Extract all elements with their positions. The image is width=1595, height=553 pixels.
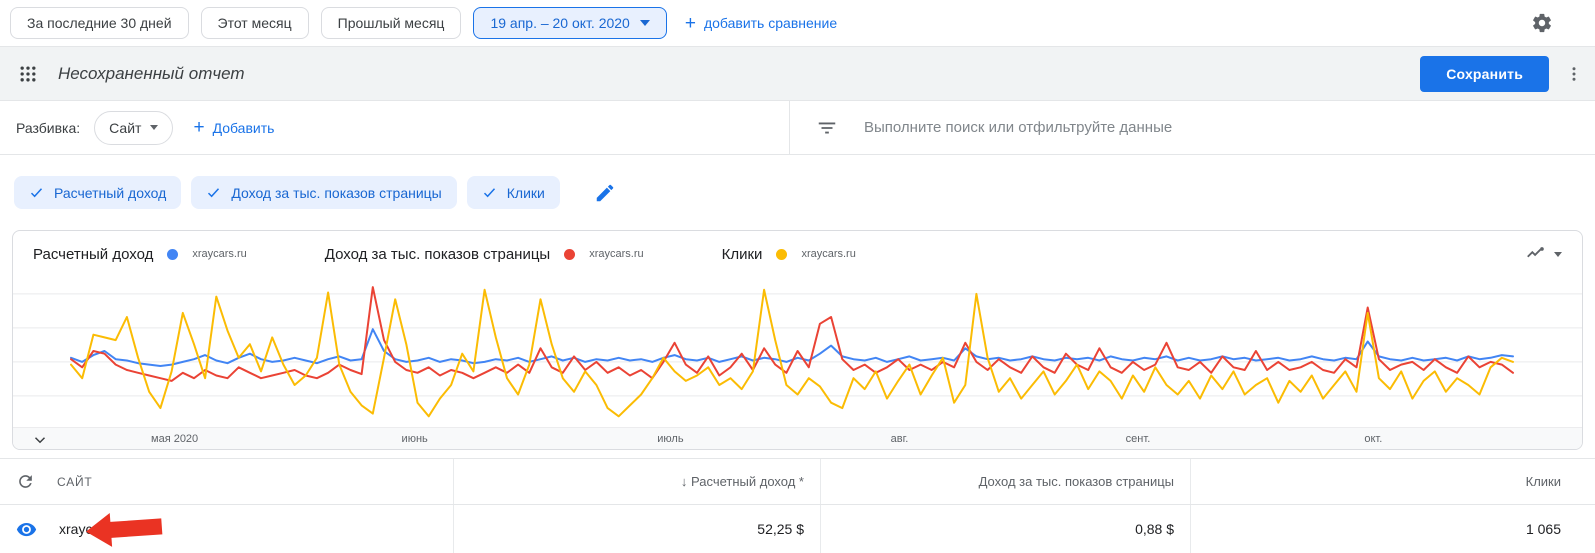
legend-metric-label: Доход за тыс. показов страницы: [324, 245, 551, 263]
breakdown-label: Разбивка:: [16, 119, 81, 136]
header-clicks-column[interactable]: Клики: [1190, 459, 1595, 504]
chip-estimated-revenue[interactable]: Расчетный доход: [14, 176, 182, 209]
table-header-row: САЙТ ↓ Расчетный доход * Доход за тыс. п…: [0, 459, 1595, 505]
legend-estimated-revenue: Расчетный доход xraycars.ru: [33, 246, 247, 263]
legend-dot-blue: [167, 248, 179, 260]
breakdown-selector[interactable]: Сайт: [94, 110, 174, 145]
search-filter-input[interactable]: [862, 118, 1502, 137]
plus-icon: +: [193, 117, 205, 138]
date-range-value: 19 апр. – 20 окт. 2020: [490, 15, 630, 31]
chart-type-selector[interactable]: [1525, 243, 1562, 265]
controls-row: Разбивка: Сайт + Добавить: [0, 101, 1595, 155]
chip-revenue-per-thousand[interactable]: Доход за тыс. показов страницы: [191, 176, 457, 209]
add-breakdown-link[interactable]: + Добавить: [193, 118, 274, 137]
filter-icon: [816, 117, 838, 139]
axis-month-label: окт.: [1364, 433, 1383, 445]
date-range-toolbar: За последние 30 дней Этот месяц Прошлый …: [0, 0, 1595, 46]
filter-search-area: [790, 101, 1595, 154]
report-title: Несохраненный отчет: [58, 63, 245, 83]
apps-grid-icon[interactable]: [18, 64, 38, 84]
chip-label: Клики: [506, 184, 545, 201]
legend-clicks: Клики xraycars.ru: [722, 246, 856, 263]
chart-legend: Расчетный доход xraycars.ru Доход за тыс…: [13, 231, 1582, 277]
breakdown-controls: Разбивка: Сайт + Добавить: [0, 101, 790, 154]
legend-dot-orange: [776, 248, 788, 260]
chip-label: Расчетный доход: [54, 184, 167, 201]
chart-x-axis-labels: мая 2020 июнь июль авг. сент. окт.: [13, 428, 1582, 449]
range-this-month-button[interactable]: Этот месяц: [200, 7, 309, 39]
estimated-revenue-value: 52,25 $: [757, 521, 804, 537]
header-estimated-revenue-column[interactable]: ↓ Расчетный доход *: [453, 459, 820, 504]
axis-month-label: июнь: [401, 433, 428, 445]
revenue-per-thousand-value: 0,88 $: [1135, 521, 1174, 537]
settings-gear-icon[interactable]: [1531, 12, 1553, 34]
check-icon: [30, 188, 43, 198]
chip-clicks[interactable]: Клики: [466, 176, 560, 209]
check-icon: [208, 188, 220, 198]
legend-site-label: xraycars.ru: [801, 248, 856, 260]
column-label-site: САЙТ: [57, 474, 93, 489]
legend-site-label: xraycars.ru: [192, 248, 247, 260]
range-last-month-button[interactable]: Прошлый месяц: [320, 7, 462, 39]
axis-month-label: мая 2020: [151, 433, 199, 445]
revenue-per-thousand-cell: 0,88 $: [820, 505, 1190, 553]
column-label-estimated-revenue: ↓ Расчетный доход *: [680, 474, 804, 489]
chart-plot-area: [13, 277, 1582, 427]
visibility-eye-icon[interactable]: [16, 519, 37, 540]
column-label-revenue-per-thousand: Доход за тыс. показов страницы: [978, 474, 1174, 489]
header-revenue-per-thousand-column[interactable]: Доход за тыс. показов страницы: [820, 459, 1190, 504]
chart-card: Расчетный доход xraycars.ru Доход за тыс…: [12, 230, 1583, 450]
clicks-value: 1 065: [1525, 521, 1561, 537]
line-chart-icon: [1527, 247, 1544, 258]
save-button[interactable]: Сохранить: [1420, 55, 1549, 92]
reset-refresh-icon[interactable]: [16, 472, 35, 491]
chart-canvas: [13, 286, 1582, 418]
chart-x-axis: мая 2020 июнь июль авг. сент. окт.: [13, 427, 1582, 449]
edit-metrics-pencil-icon[interactable]: [594, 182, 616, 204]
expand-chart-chevron-icon[interactable]: [31, 431, 49, 449]
site-cell: xraycars.ru: [0, 505, 453, 553]
add-breakdown-label: Добавить: [212, 119, 275, 136]
plus-icon: +: [684, 12, 696, 34]
axis-month-label: авг.: [890, 433, 909, 445]
chevron-down-icon: [1554, 251, 1562, 257]
axis-month-label: июль: [657, 433, 684, 445]
estimated-revenue-cell: 52,25 $: [453, 505, 820, 553]
breakdown-value: Сайт: [109, 119, 142, 136]
custom-date-range-button[interactable]: 19 апр. – 20 окт. 2020: [473, 7, 667, 39]
clicks-cell: 1 065: [1190, 505, 1595, 553]
kebab-menu-icon[interactable]: [1565, 65, 1583, 83]
add-comparison-link[interactable]: + добавить сравнение: [685, 14, 837, 33]
chip-label: Доход за тыс. показов страницы: [231, 184, 442, 201]
legend-site-label: xraycars.ru: [589, 248, 644, 260]
chevron-down-icon: [639, 20, 650, 26]
header-site-column[interactable]: САЙТ: [0, 459, 453, 504]
sites-table: САЙТ ↓ Расчетный доход * Доход за тыс. п…: [0, 458, 1595, 553]
legend-revenue-per-thousand: Доход за тыс. показов страницы xraycars.…: [325, 246, 644, 263]
legend-dot-red: [564, 248, 576, 260]
legend-metric-label: Клики: [721, 245, 763, 263]
range-last-30-days-button[interactable]: За последние 30 дней: [10, 7, 189, 39]
chevron-down-icon: [150, 125, 159, 130]
column-label-clicks: Клики: [1525, 474, 1561, 489]
add-comparison-label: добавить сравнение: [703, 15, 838, 31]
table-row[interactable]: xraycars.ru 52,25 $ 0,88 $ 1 065: [0, 505, 1595, 553]
legend-metric-label: Расчетный доход: [33, 245, 154, 263]
axis-month-label: сент.: [1125, 433, 1151, 445]
metric-chips-row: Расчетный доход Доход за тыс. показов ст…: [0, 155, 1595, 230]
report-header-bar: Несохраненный отчет Сохранить: [0, 46, 1595, 101]
red-arrow-annotation: [83, 507, 166, 553]
check-icon: [483, 188, 495, 198]
